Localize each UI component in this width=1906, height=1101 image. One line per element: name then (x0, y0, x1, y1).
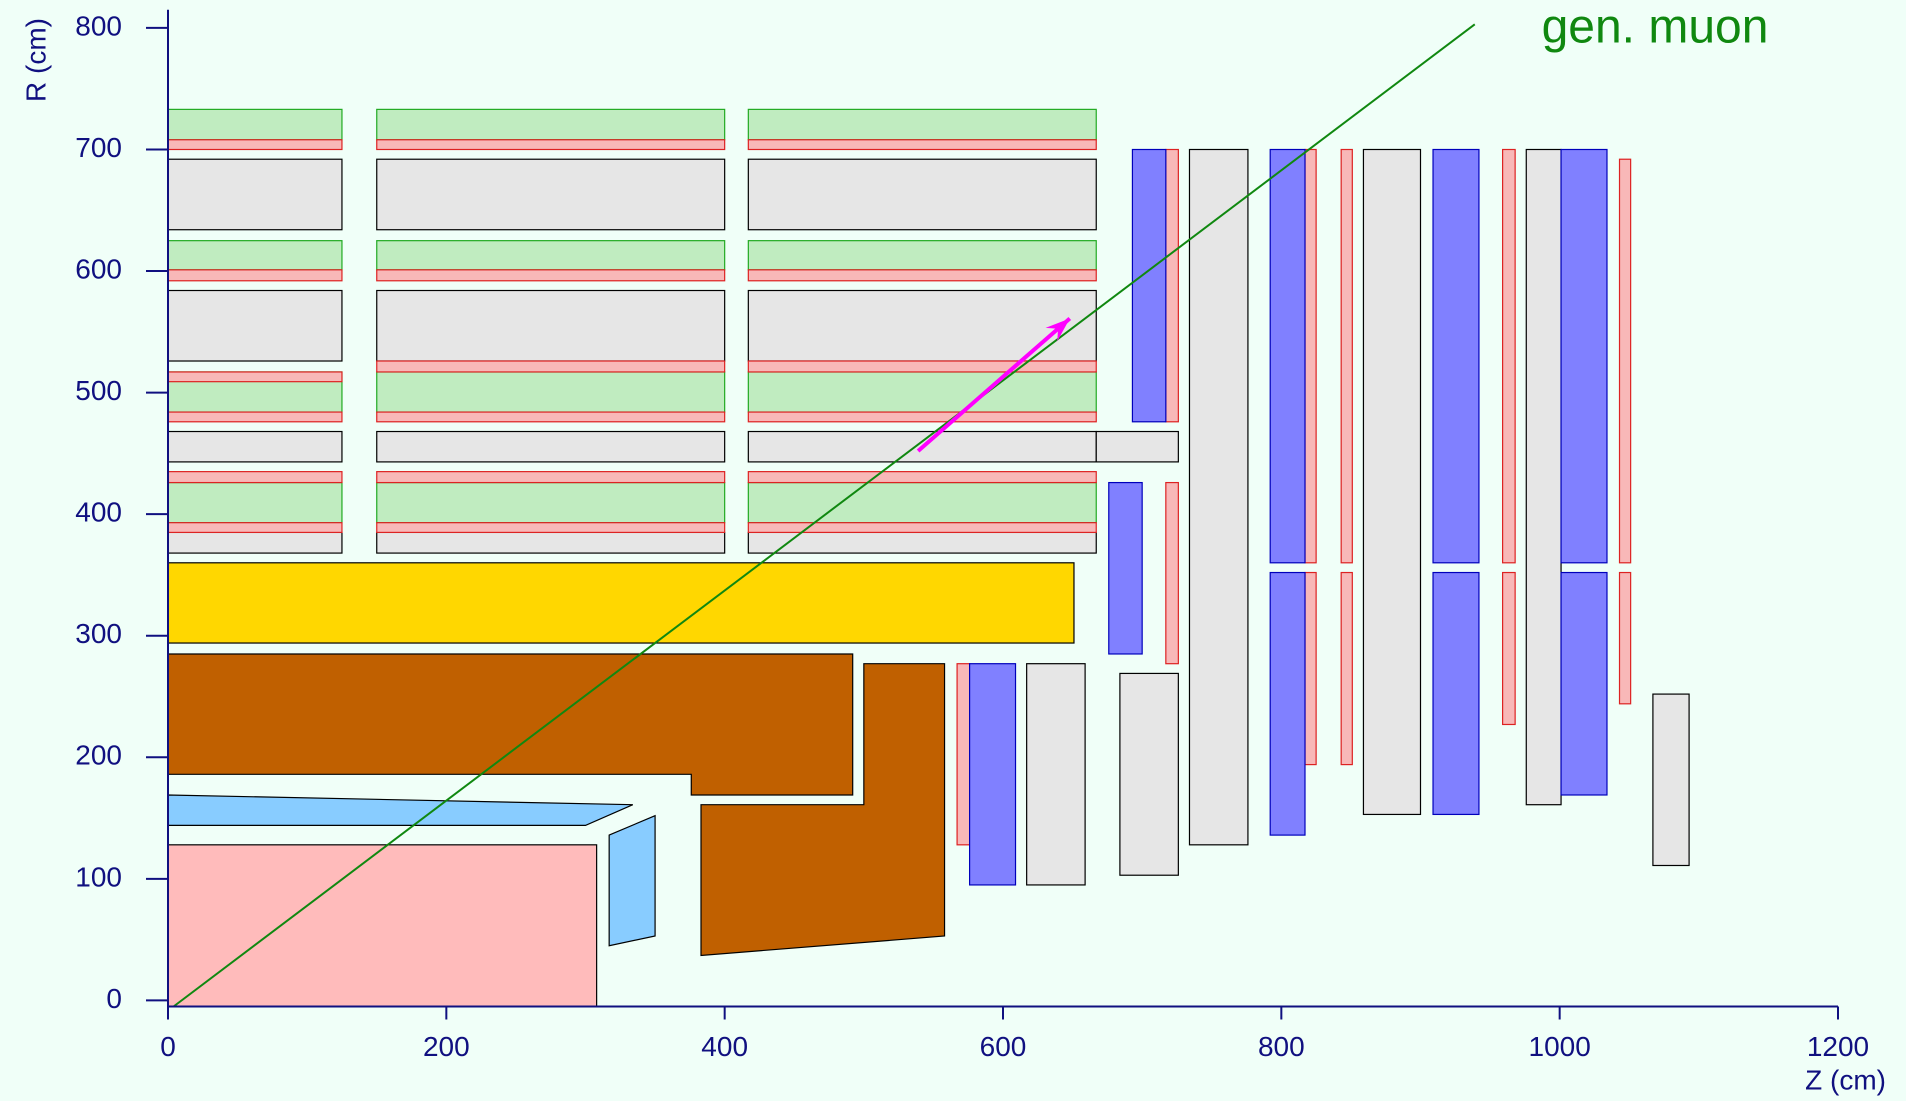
momentum-arrow (916, 316, 1072, 453)
detector-element (747, 531, 1097, 554)
detector-element (1618, 158, 1632, 564)
arrow-head (1045, 318, 1070, 342)
detector-element (747, 411, 1097, 423)
detector-element (167, 269, 343, 282)
detector-element (1188, 148, 1249, 846)
y-axis-label: R (cm) (20, 18, 51, 102)
detector-element (376, 289, 726, 362)
detector-element (376, 158, 726, 231)
annotation: gen. muon (1542, 1, 1769, 54)
detector-element (167, 139, 343, 151)
detector-element (376, 360, 726, 373)
detector-element (376, 471, 726, 484)
detector-element (1131, 148, 1167, 423)
detector-element (747, 269, 1097, 282)
detector-element (1269, 571, 1306, 836)
detector-element (747, 371, 1097, 413)
y-tick-label: 0 (106, 983, 122, 1014)
y-tick-label: 200 (75, 740, 122, 771)
detector-element (167, 531, 343, 554)
detector-element (376, 411, 726, 423)
detector-element (376, 481, 726, 524)
detector-element (167, 158, 343, 231)
detector-element (608, 814, 656, 947)
detector-element (1618, 571, 1632, 705)
detector-element (376, 531, 726, 554)
y-tick-label: 800 (75, 10, 122, 41)
detector-element (1432, 571, 1480, 816)
detector-element (1525, 148, 1562, 806)
y-tick-label: 500 (75, 375, 122, 406)
detector-element (747, 240, 1097, 271)
x-tick-label: 800 (1258, 1031, 1305, 1062)
detector-element (167, 411, 343, 423)
detector-element (167, 289, 343, 362)
detector-element (376, 371, 726, 413)
detector-element (376, 108, 726, 141)
detector-element (968, 663, 1017, 886)
detector-element (1432, 148, 1480, 564)
muon-track (172, 23, 1476, 1008)
x-tick-label: 200 (423, 1031, 470, 1062)
detector-element (747, 108, 1097, 141)
detector-element (376, 240, 726, 271)
y-tick-label: 400 (75, 497, 122, 528)
detector-element (1095, 430, 1179, 463)
detector-element (167, 653, 854, 796)
detector-element (747, 139, 1097, 151)
detector-element (167, 108, 343, 141)
detector-element (747, 522, 1097, 534)
detector-element (1340, 148, 1353, 564)
x-tick-label: 400 (701, 1031, 748, 1062)
detector-element (747, 289, 1097, 362)
y-tick-label: 700 (75, 132, 122, 163)
detector-element (1502, 148, 1516, 564)
detector-element (1165, 148, 1179, 423)
y-tick-label: 600 (75, 253, 122, 284)
y-tick-label: 300 (75, 618, 122, 649)
detector-element (376, 269, 726, 282)
x-tick-label: 1000 (1529, 1031, 1591, 1062)
detector-element (1269, 148, 1306, 564)
detector-element (747, 481, 1097, 524)
detector-element (167, 481, 343, 524)
detector-element (1362, 148, 1422, 816)
detector-element (956, 663, 971, 846)
detector-element (167, 240, 343, 271)
x-tick-label: 600 (980, 1031, 1027, 1062)
detector-element (700, 663, 946, 957)
x-tick-label: 0 (160, 1031, 176, 1062)
detector-element (747, 471, 1097, 484)
detector-element (167, 471, 343, 484)
detector-element (376, 430, 726, 463)
detector-element (376, 522, 726, 534)
x-axis-label: Z (cm) (1805, 1064, 1886, 1095)
detector-element (1304, 571, 1317, 766)
detector-element (1652, 693, 1690, 867)
detector-element (1340, 571, 1353, 766)
detector-element (1108, 481, 1143, 655)
detector-element (167, 562, 1075, 644)
detector-element (167, 430, 343, 463)
detector-element (1560, 571, 1608, 796)
detector-element (167, 522, 343, 534)
detector-element (747, 158, 1097, 231)
y-tick-label: 100 (75, 861, 122, 892)
detector-element (376, 139, 726, 151)
detector-element (1304, 148, 1317, 564)
detector-element (1165, 481, 1179, 665)
detector-element (1026, 663, 1086, 886)
x-tick-label: 1200 (1807, 1031, 1869, 1062)
detector-element (1560, 148, 1608, 564)
detector-element (1119, 672, 1179, 876)
detector-element (1502, 571, 1516, 726)
detector-element (167, 844, 598, 1008)
detector-element (167, 371, 343, 383)
detector-element (747, 360, 1097, 373)
